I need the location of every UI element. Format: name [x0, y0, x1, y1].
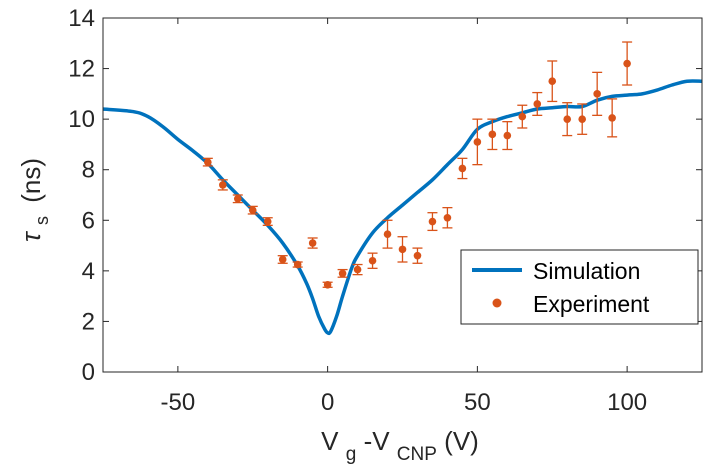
experiment-marker [338, 269, 347, 278]
experiment-marker [219, 181, 227, 189]
experiment-point [262, 217, 273, 226]
y-tick-label: 2 [82, 308, 95, 335]
y-tick-label: 10 [68, 106, 95, 133]
x-axis-label-tail: (V) [444, 426, 479, 456]
experiment-marker [383, 230, 392, 238]
x-axis-label: V g -V CNP (V) [321, 426, 479, 466]
experiment-marker [368, 256, 377, 265]
experiment-point [382, 219, 393, 249]
experiment-point [412, 247, 423, 264]
experiment-marker [428, 217, 437, 226]
experiment-point [247, 205, 258, 215]
experiment-marker [278, 255, 287, 264]
legend-experiment-swatch [492, 298, 502, 308]
experiment-marker [413, 251, 422, 260]
experiment-marker [473, 138, 482, 146]
axes-box [102, 17, 703, 373]
experiment-point [217, 179, 228, 191]
experiment-point [532, 91, 543, 116]
experiment-point [367, 252, 378, 269]
experiment-point [457, 157, 468, 180]
x-tick-label: -50 [161, 389, 196, 416]
experiment-marker [308, 239, 317, 247]
x-axis-label-main: V [321, 426, 339, 456]
experiment-marker [323, 280, 332, 289]
simulation-line [102, 79, 703, 336]
experiment-point [352, 263, 363, 276]
x-tick-label: 0 [321, 389, 334, 416]
experiment-marker [593, 90, 601, 98]
experiment-marker [578, 115, 586, 123]
experiment-marker [233, 194, 242, 203]
legend-experiment-label: Experiment [533, 291, 650, 317]
y-axis-label: τ s (ns) [16, 158, 54, 242]
experiment-marker [353, 265, 362, 274]
experiment-marker [248, 206, 257, 214]
x-tick-label: 50 [464, 389, 491, 416]
y-axis-label-symbol: τ [16, 230, 46, 242]
experiment-marker [518, 112, 527, 121]
experiment-point [232, 194, 243, 204]
experiment-marker [443, 213, 452, 222]
experiment-marker [488, 130, 497, 139]
y-tick-label: 8 [82, 157, 95, 184]
experiment-point [442, 206, 453, 229]
experiment-point [622, 41, 633, 86]
experiment-point [427, 212, 438, 232]
experiment-point [397, 236, 408, 263]
experiment-marker [204, 158, 212, 166]
legend-box [460, 249, 699, 325]
y-tick-label: 0 [82, 359, 95, 386]
x-tick-label: 100 [607, 389, 647, 416]
y-tick-label: 6 [82, 207, 95, 234]
experiment-point [547, 60, 558, 103]
x-axis-label-mid: -V [364, 426, 391, 456]
experiment-point [322, 280, 333, 289]
experiment-point [307, 237, 318, 249]
experiment-marker [548, 77, 557, 86]
y-tick-label: 4 [82, 258, 95, 285]
experiment-marker [458, 164, 467, 173]
experiment-marker [503, 131, 512, 140]
experiment-point [337, 268, 348, 278]
x-axis-label-sub2: CNP [397, 444, 437, 465]
y-axis-label-subscript: s [32, 216, 52, 225]
experiment-point [277, 255, 288, 264]
experiment-marker [533, 100, 542, 108]
legend: Simulation Experiment [460, 249, 699, 325]
legend-simulation-label: Simulation [533, 258, 640, 284]
y-axis-label-unit: (ns) [16, 158, 46, 203]
experiment-marker [263, 217, 272, 226]
experiment-point [487, 118, 498, 151]
experiment-point [592, 71, 603, 116]
y-tick-label: 14 [68, 5, 95, 32]
x-axis-label-sub1: g [346, 444, 357, 465]
experiment-marker [608, 114, 616, 122]
experiment-point [292, 260, 303, 269]
y-tick-label: 12 [68, 56, 95, 83]
experiment-marker [293, 260, 302, 269]
experiment-marker [563, 115, 572, 123]
experiment-point [472, 118, 483, 166]
experiment-point [562, 102, 573, 137]
experiment-point [577, 103, 588, 135]
experiment-marker [398, 245, 407, 254]
experiment-point [607, 98, 618, 138]
experiment-point [517, 104, 528, 129]
experiment-point [202, 157, 213, 167]
experiment-marker [623, 59, 631, 68]
experiment-point [502, 121, 513, 151]
